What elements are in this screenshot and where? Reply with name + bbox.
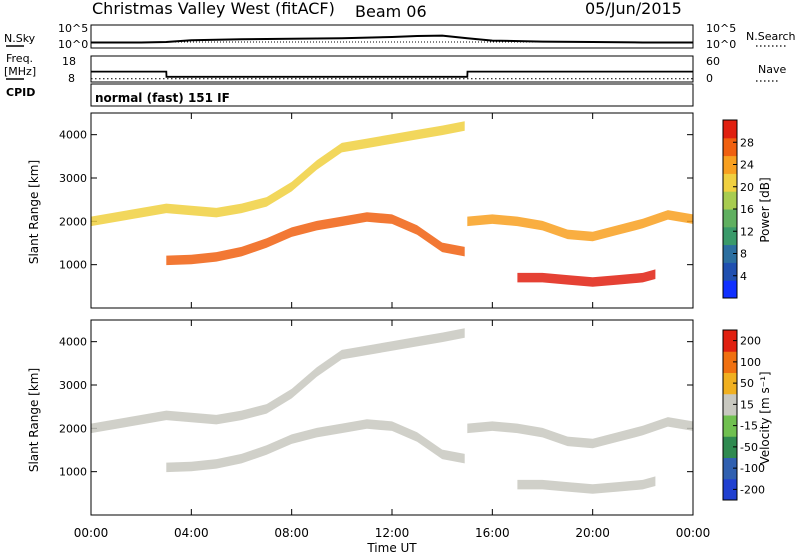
velocity-colorbar-tick-label: -100 xyxy=(740,462,765,475)
power-ytick-label: 1000 xyxy=(59,259,87,272)
noise-left-tick-bottom: 10^0 xyxy=(58,38,88,51)
power-colorbar-tick-label: 16 xyxy=(740,203,754,216)
power-ytick-label: 2000 xyxy=(59,215,87,228)
power-colorbar-tick-label: 4 xyxy=(740,270,747,283)
velocity-colorbar-swatch xyxy=(723,393,737,416)
power-colorbar-swatch xyxy=(723,244,737,263)
power-colorbar-swatch xyxy=(723,209,737,228)
x-tick-label: 12:00 xyxy=(375,526,410,540)
velocity-colorbar-tick-label: 200 xyxy=(740,335,761,348)
freq-right-tick-top: 60 xyxy=(706,55,720,68)
velocity-ytick-label: 2000 xyxy=(59,422,87,435)
velocity-colorbar-tick-label: -50 xyxy=(740,441,758,454)
x-tick-label: 00:00 xyxy=(74,526,109,540)
freq-label: Freq. xyxy=(6,52,33,65)
power-colorbar-tick-label: 28 xyxy=(740,136,754,149)
power-colorbar-tick-label: 12 xyxy=(740,225,754,238)
x-tick-label: 00:00 xyxy=(676,526,711,540)
velocity-colorbar-swatch xyxy=(723,436,737,458)
velocity-scatter-band-4 xyxy=(517,476,656,494)
noise-panel-frame xyxy=(90,24,694,49)
nsky-label: N.Sky xyxy=(4,32,36,45)
power-colorbar-tick-label: 20 xyxy=(740,181,754,194)
freq-left-tick-bottom: 8 xyxy=(68,72,75,85)
nave-label: Nave xyxy=(758,63,786,76)
power-colorbar-swatch xyxy=(723,280,737,299)
velocity-colorbar-swatch xyxy=(723,457,737,480)
velocity-colorbar-tick-label: 100 xyxy=(740,356,761,369)
velocity-colorbar-label: Velocity [m s⁻¹] xyxy=(758,371,772,464)
velocity-colorbar-tick-label: -200 xyxy=(740,483,765,496)
beam-label: Beam 06 xyxy=(355,2,427,21)
power-scatter-band-2 xyxy=(166,212,465,266)
x-axis-label: Time UT xyxy=(366,541,417,554)
noise-trace xyxy=(91,34,693,44)
velocity-panel: 1000 2000 3000 4000 xyxy=(59,328,693,494)
cpid-strip-frame xyxy=(90,83,694,107)
velocity-ylabel: Slant Range [km] xyxy=(27,368,41,472)
noise-left-tick-top: 10^5 xyxy=(58,22,88,35)
x-tick-label: 16:00 xyxy=(475,526,510,540)
velocity-colorbar-frame xyxy=(722,329,738,501)
power-colorbar-tick-label: 8 xyxy=(740,248,747,261)
velocity-colorbar-swatch xyxy=(723,351,737,373)
velocity-scatter-band-2 xyxy=(166,419,465,473)
velocity-colorbar-swatch xyxy=(723,478,737,501)
cpid-text: normal (fast) 151 IF xyxy=(95,91,230,105)
freq-panel-frame xyxy=(90,55,694,83)
velocity-colorbar-swatch xyxy=(723,415,737,437)
freq-trace xyxy=(91,70,693,78)
power-scatter-band-4 xyxy=(517,269,656,287)
power-colorbar-tick-label: 24 xyxy=(740,159,754,172)
power-ylabel: Slant Range [km] xyxy=(27,160,41,264)
power-colorbar-swatch xyxy=(723,191,737,210)
date-label: 05/Jun/2015 xyxy=(585,0,682,18)
power-colorbar-swatch xyxy=(723,120,737,139)
cpid-label: CPID xyxy=(6,86,35,99)
velocity-colorbar-swatch xyxy=(723,372,737,395)
x-tick-label: 08:00 xyxy=(274,526,309,540)
power-scatter-band-3 xyxy=(467,210,693,242)
velocity-ytick-label: 4000 xyxy=(59,336,87,349)
x-tick-label: 20:00 xyxy=(575,526,610,540)
freq-left-tick-top: 18 xyxy=(62,55,76,68)
power-colorbar-swatch xyxy=(723,262,737,281)
velocity-colorbar-tick-label: 50 xyxy=(740,377,754,390)
power-scatter-band-1 xyxy=(91,121,465,227)
power-colorbar-swatch xyxy=(723,173,737,192)
power-ytick-label: 4000 xyxy=(59,129,87,142)
noise-right-tick-top: 10^5 xyxy=(706,22,736,35)
velocity-ytick-label: 1000 xyxy=(59,466,87,479)
velocity-scatter-band-1 xyxy=(91,328,465,434)
velocity-colorbar-tick-label: 15 xyxy=(740,398,754,411)
nsearch-label: N.Search xyxy=(746,30,796,43)
velocity-ytick-label: 3000 xyxy=(59,379,87,392)
freq-right-tick-bottom: 0 xyxy=(706,72,713,85)
velocity-colorbar-tick-label: -15 xyxy=(740,420,758,433)
power-colorbar-swatch xyxy=(723,137,737,157)
noise-right-tick-bottom: 10^0 xyxy=(706,38,736,51)
station-title: Christmas Valley West (fitACF) xyxy=(92,0,335,18)
x-tick-label: 04:00 xyxy=(174,526,209,540)
velocity-scatter-band-3 xyxy=(467,417,693,449)
freq-unit-label: [MHz] xyxy=(4,65,36,78)
power-ytick-label: 3000 xyxy=(59,172,87,185)
power-colorbar-swatch xyxy=(723,226,737,246)
power-panel: 1000 2000 3000 4000 xyxy=(59,121,693,287)
power-colorbar-swatch xyxy=(723,155,737,174)
velocity-colorbar-swatch xyxy=(723,330,737,352)
power-colorbar-label: Power [dB] xyxy=(758,177,772,242)
